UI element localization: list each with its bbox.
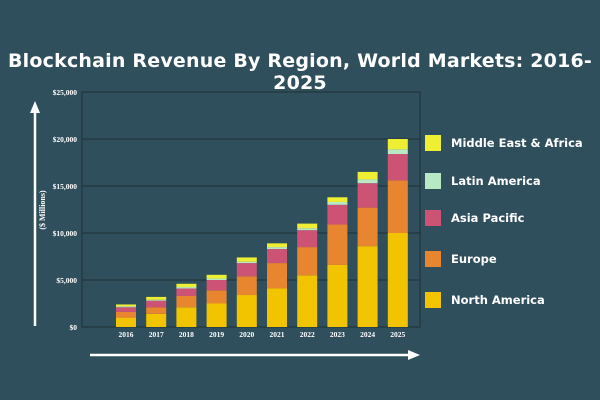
bar-segment-latin-america bbox=[236, 261, 257, 264]
legend-item: Middle East & Africa bbox=[425, 133, 583, 153]
legend-item: Latin America bbox=[425, 171, 541, 191]
bar-segment-europe bbox=[116, 311, 136, 318]
legend-item: Asia Pacific bbox=[425, 208, 524, 228]
legend-swatch bbox=[425, 251, 441, 267]
bar-segment-asia-pacific bbox=[327, 204, 348, 225]
bar-segment-middle-east-africa bbox=[176, 283, 197, 288]
y-tick-label: $10,000 bbox=[53, 229, 78, 238]
bar-segment-north-america bbox=[327, 264, 348, 327]
x-tick-label: 2017 bbox=[149, 330, 164, 339]
bar-segment-asia-pacific bbox=[236, 263, 257, 277]
bar-segment-latin-america bbox=[297, 228, 318, 231]
legend-label: Asia Pacific bbox=[451, 211, 525, 225]
bar-segment-middle-east-africa bbox=[206, 274, 227, 279]
legend-item: North America bbox=[425, 290, 545, 310]
y-tick-label: $25,000 bbox=[53, 88, 78, 97]
legend-swatch bbox=[425, 210, 441, 226]
bar-segment-europe bbox=[357, 207, 378, 247]
legend-item: Europe bbox=[425, 249, 497, 269]
bar-segment-middle-east-africa bbox=[236, 257, 257, 262]
bar-segment-middle-east-africa bbox=[267, 243, 287, 248]
bar-segment-europe bbox=[387, 180, 408, 233]
bar-segment-asia-pacific bbox=[357, 183, 378, 208]
x-tick-label: 2018 bbox=[179, 330, 194, 339]
bar-segment-europe bbox=[206, 290, 227, 304]
bar-segment-latin-america bbox=[206, 278, 227, 280]
x-tick-label: 2020 bbox=[239, 330, 254, 339]
x-tick-label: 2019 bbox=[209, 330, 224, 339]
bar-segment-middle-east-africa bbox=[357, 171, 378, 180]
chart-title: Blockchain Revenue By Region, World Mark… bbox=[8, 50, 592, 94]
bar-segment-europe bbox=[297, 247, 318, 276]
x-tick-label: 2022 bbox=[300, 330, 315, 339]
bar-segment-latin-america bbox=[387, 149, 408, 155]
bar-segment-north-america bbox=[206, 303, 227, 327]
bar-segment-europe bbox=[327, 224, 348, 265]
bar-segment-latin-america bbox=[146, 299, 167, 301]
x-tick-label: 2025 bbox=[390, 330, 405, 339]
bar-segment-europe bbox=[176, 295, 197, 308]
bar-segment-asia-pacific bbox=[176, 288, 197, 296]
bar-segment-asia-pacific bbox=[146, 300, 167, 308]
bar-segment-asia-pacific bbox=[387, 154, 408, 181]
legend-label: Latin America bbox=[451, 174, 541, 188]
bar-segment-latin-america bbox=[327, 201, 348, 205]
bar-segment-middle-east-africa bbox=[297, 223, 318, 229]
bar-segment-asia-pacific bbox=[297, 230, 318, 248]
legend-swatch bbox=[425, 292, 441, 308]
bar-segment-latin-america bbox=[116, 306, 136, 308]
bar-segment-middle-east-africa bbox=[327, 197, 348, 202]
bar-segment-north-america bbox=[357, 246, 378, 327]
bar-segment-middle-east-africa bbox=[116, 304, 136, 307]
bar-segment-middle-east-africa bbox=[387, 139, 408, 150]
legend-label: North America bbox=[451, 293, 545, 307]
bar-segment-europe bbox=[267, 263, 287, 289]
bar-segment-north-america bbox=[236, 295, 257, 327]
x-tick-label: 2021 bbox=[270, 330, 285, 339]
y-tick-label: $15,000 bbox=[53, 182, 78, 191]
legend-swatch bbox=[425, 135, 441, 151]
y-tick-label: $5,000 bbox=[56, 276, 77, 285]
x-arrow-head bbox=[408, 350, 420, 360]
legend-label: Europe bbox=[451, 252, 497, 266]
x-tick-label: 2023 bbox=[330, 330, 345, 339]
bar-segment-latin-america bbox=[357, 179, 378, 184]
bar-segment-north-america bbox=[176, 307, 197, 327]
y-axis-label: ($ Millions) bbox=[38, 190, 47, 230]
bar-segment-asia-pacific bbox=[267, 248, 287, 264]
legend-label: Middle East & Africa bbox=[451, 136, 583, 150]
chart-legend: Middle East & Africa Latin America Asia Pa… bbox=[425, 130, 595, 320]
bar-segment-north-america bbox=[116, 317, 136, 327]
y-tick-label: $0 bbox=[70, 323, 78, 332]
bar-segment-europe bbox=[236, 276, 257, 296]
bar-segment-north-america bbox=[267, 288, 287, 327]
bar-segment-latin-america bbox=[176, 287, 197, 289]
bar-segment-latin-america bbox=[267, 247, 287, 249]
legend-swatch bbox=[425, 173, 441, 189]
bar-segment-asia-pacific bbox=[206, 280, 227, 291]
bar-segment-middle-east-africa bbox=[146, 296, 167, 300]
x-tick-label: 2016 bbox=[119, 330, 134, 339]
bar-segment-asia-pacific bbox=[116, 307, 136, 312]
y-arrow-head bbox=[30, 101, 40, 113]
bar-segment-north-america bbox=[146, 313, 167, 327]
x-tick-label: 2024 bbox=[360, 330, 375, 339]
bar-segment-north-america bbox=[387, 233, 408, 327]
y-tick-label: $20,000 bbox=[53, 135, 78, 144]
bar-segment-europe bbox=[146, 307, 167, 314]
bar-segment-north-america bbox=[297, 275, 318, 327]
